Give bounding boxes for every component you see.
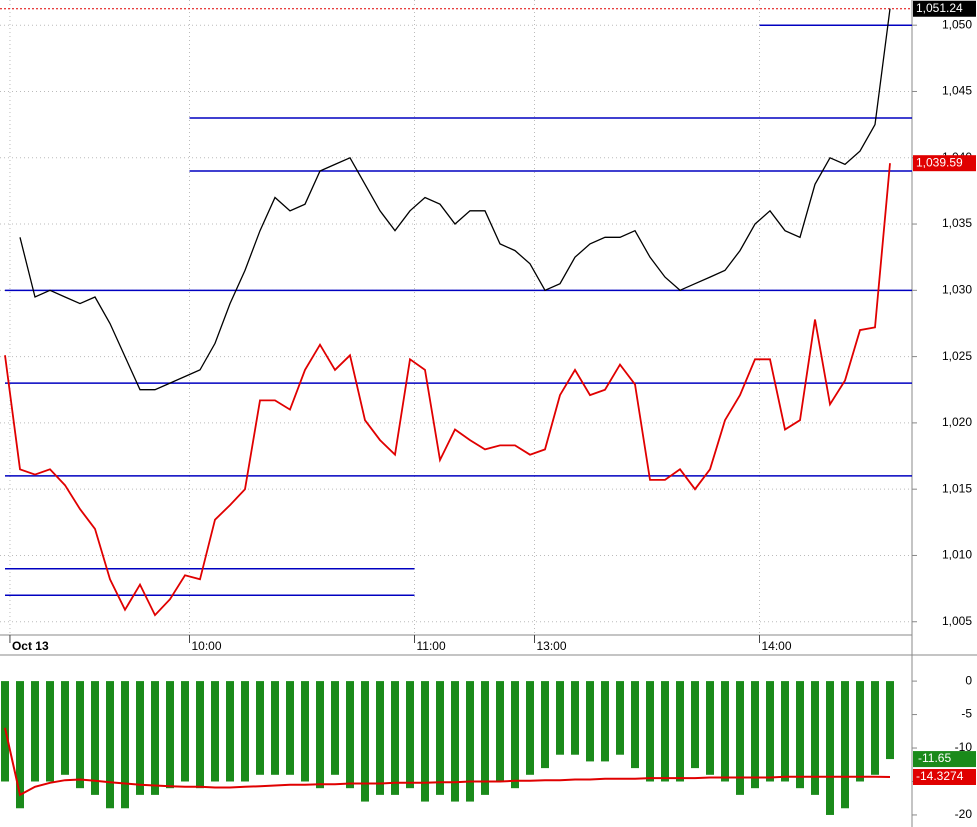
bar bbox=[676, 681, 684, 782]
value-tag-label: -14.3274 bbox=[916, 769, 964, 783]
bar bbox=[466, 681, 474, 802]
bar bbox=[91, 681, 99, 795]
bar bbox=[241, 681, 249, 782]
bar bbox=[556, 681, 564, 755]
value-tag bbox=[913, 751, 976, 768]
bar bbox=[526, 681, 534, 775]
value-tag bbox=[913, 155, 976, 172]
bar bbox=[646, 681, 654, 782]
bar bbox=[301, 681, 309, 782]
y-tick-label: 1,015 bbox=[942, 481, 972, 495]
bar bbox=[601, 681, 609, 762]
bar bbox=[346, 681, 354, 789]
x-tick-label: 14:00 bbox=[762, 639, 792, 653]
bar bbox=[16, 681, 24, 809]
bar bbox=[541, 681, 549, 769]
bar bbox=[826, 681, 834, 815]
bar bbox=[706, 681, 714, 775]
bar bbox=[421, 681, 429, 802]
bar bbox=[121, 681, 129, 809]
y-tick-label: 1,035 bbox=[942, 216, 972, 230]
bar bbox=[376, 681, 384, 795]
y-tick-label: 0 bbox=[965, 673, 972, 687]
y-tick-label: 1,005 bbox=[942, 614, 972, 628]
bar bbox=[391, 681, 399, 795]
bar bbox=[106, 681, 114, 809]
bar bbox=[886, 681, 894, 760]
y-tick-label: 1,050 bbox=[942, 17, 972, 31]
bar bbox=[406, 681, 414, 789]
bar bbox=[721, 681, 729, 782]
bar bbox=[691, 681, 699, 769]
value-tag bbox=[913, 768, 976, 785]
y-tick-label: 1,025 bbox=[942, 349, 972, 363]
bar bbox=[256, 681, 264, 775]
bar bbox=[481, 681, 489, 795]
bar bbox=[616, 681, 624, 755]
bar bbox=[136, 681, 144, 795]
price-line bbox=[4, 163, 891, 617]
price-line bbox=[19, 8, 891, 391]
bar bbox=[766, 681, 774, 782]
y-tick-label: 1,045 bbox=[942, 84, 972, 98]
x-tick-label: 10:00 bbox=[192, 639, 222, 653]
bar bbox=[856, 681, 864, 782]
bar bbox=[196, 681, 204, 789]
bar bbox=[781, 681, 789, 782]
bar bbox=[166, 681, 174, 789]
y-tick-label: -20 bbox=[955, 807, 973, 821]
x-tick-label: 13:00 bbox=[537, 639, 567, 653]
x-tick-label: 11:00 bbox=[417, 639, 446, 653]
bar bbox=[331, 681, 339, 775]
bar bbox=[661, 681, 669, 782]
bar bbox=[586, 681, 594, 762]
x-tick-label: Oct 13 bbox=[12, 639, 49, 653]
value-tag-label: 1,039.59 bbox=[916, 155, 963, 169]
bar bbox=[31, 681, 39, 782]
bar bbox=[286, 681, 294, 775]
bar bbox=[361, 681, 369, 802]
bar bbox=[751, 681, 759, 789]
bar bbox=[46, 681, 54, 782]
bar bbox=[811, 681, 819, 795]
bar bbox=[511, 681, 519, 789]
bar bbox=[736, 681, 744, 795]
y-tick-label: 1,030 bbox=[942, 282, 972, 296]
bar bbox=[61, 681, 69, 775]
average-line bbox=[4, 727, 891, 797]
bar bbox=[871, 681, 879, 775]
y-tick-label: 1,020 bbox=[942, 415, 972, 429]
value-tag bbox=[913, 0, 976, 17]
bar bbox=[436, 681, 444, 795]
bar bbox=[76, 681, 84, 789]
bar bbox=[796, 681, 804, 789]
y-tick-label: -5 bbox=[961, 707, 972, 721]
bar bbox=[571, 681, 579, 755]
bar bbox=[271, 681, 279, 775]
bar bbox=[151, 681, 159, 795]
value-tag-label: 1,051.24 bbox=[916, 1, 963, 15]
bar bbox=[841, 681, 849, 809]
bar bbox=[631, 681, 639, 769]
bar bbox=[181, 681, 189, 782]
bar bbox=[211, 681, 219, 782]
bar bbox=[316, 681, 324, 789]
bar bbox=[226, 681, 234, 782]
y-tick-label: 1,010 bbox=[942, 548, 972, 562]
bar bbox=[496, 681, 504, 782]
y-tick-label: -10 bbox=[955, 740, 973, 754]
bar bbox=[451, 681, 459, 802]
value-tag-label: -11.65 bbox=[918, 751, 951, 765]
